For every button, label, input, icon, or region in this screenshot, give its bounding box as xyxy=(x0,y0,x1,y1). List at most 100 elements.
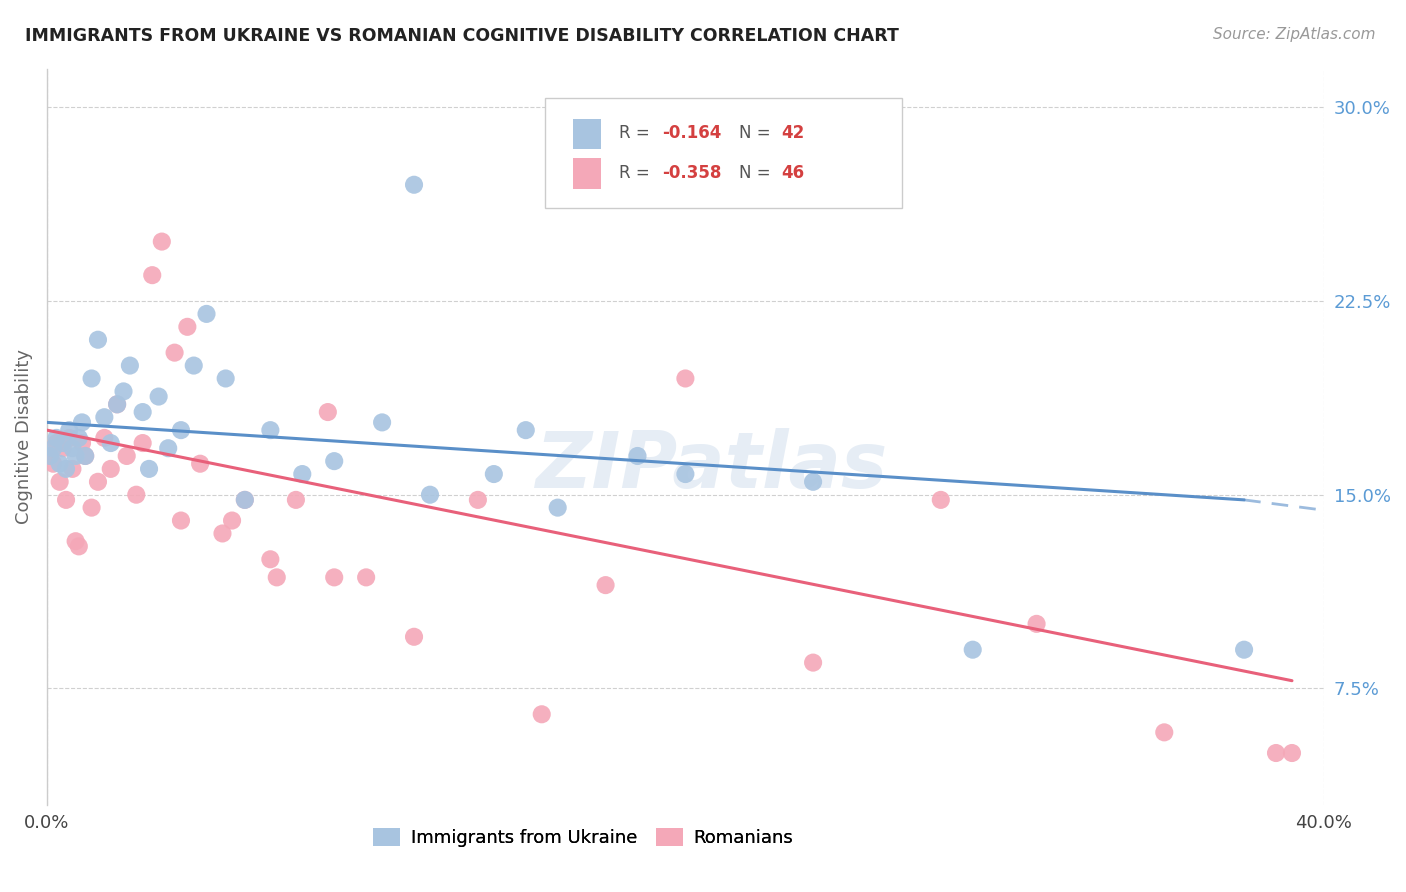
Point xyxy=(45,431,67,445)
Point xyxy=(42,457,65,471)
Point xyxy=(195,307,218,321)
Point xyxy=(673,467,696,481)
Text: 42: 42 xyxy=(782,124,804,143)
Point xyxy=(1233,642,1256,657)
Point xyxy=(515,423,537,437)
Point xyxy=(170,423,193,437)
Point xyxy=(211,526,233,541)
Point xyxy=(55,492,77,507)
Point xyxy=(67,431,90,445)
Point xyxy=(183,359,205,373)
FancyBboxPatch shape xyxy=(574,119,602,150)
Point xyxy=(55,462,77,476)
Point xyxy=(1153,725,1175,739)
Text: R =: R = xyxy=(619,164,655,182)
Point xyxy=(259,552,281,566)
Text: ZIPatlas: ZIPatlas xyxy=(534,428,887,504)
Text: IMMIGRANTS FROM UKRAINE VS ROMANIAN COGNITIVE DISABILITY CORRELATION CHART: IMMIGRANTS FROM UKRAINE VS ROMANIAN COGN… xyxy=(25,27,900,45)
Point xyxy=(87,475,110,489)
Point xyxy=(58,431,80,445)
Point xyxy=(112,384,135,399)
Legend: Immigrants from Ukraine, Romanians: Immigrants from Ukraine, Romanians xyxy=(366,821,800,855)
Point xyxy=(52,441,75,455)
FancyBboxPatch shape xyxy=(574,159,602,189)
Y-axis label: Cognitive Disability: Cognitive Disability xyxy=(15,349,32,524)
Point xyxy=(75,449,97,463)
Point xyxy=(1025,616,1047,631)
Point xyxy=(595,578,617,592)
Text: -0.358: -0.358 xyxy=(662,164,721,182)
Point xyxy=(801,475,824,489)
Point xyxy=(75,449,97,463)
Point xyxy=(626,449,648,463)
Point xyxy=(419,488,441,502)
Text: -0.164: -0.164 xyxy=(662,124,721,143)
Point xyxy=(138,462,160,476)
Point xyxy=(65,534,87,549)
Point xyxy=(58,423,80,437)
Point xyxy=(70,436,93,450)
Point xyxy=(801,656,824,670)
Point xyxy=(141,268,163,282)
Point xyxy=(188,457,211,471)
Point xyxy=(215,371,238,385)
Point xyxy=(176,319,198,334)
Point xyxy=(48,457,70,471)
Point xyxy=(402,630,425,644)
Point xyxy=(100,436,122,450)
Point xyxy=(323,570,346,584)
Point xyxy=(105,397,128,411)
Point xyxy=(150,235,173,249)
Point xyxy=(125,488,148,502)
Point xyxy=(87,333,110,347)
Point xyxy=(80,500,103,515)
Point xyxy=(673,371,696,385)
Point xyxy=(157,441,180,455)
Point xyxy=(105,397,128,411)
Point xyxy=(482,467,505,481)
Point xyxy=(467,492,489,507)
Point xyxy=(1265,746,1288,760)
Text: 46: 46 xyxy=(782,164,804,182)
Point xyxy=(316,405,339,419)
Point xyxy=(354,570,377,584)
Point xyxy=(163,345,186,359)
Point xyxy=(48,475,70,489)
Point xyxy=(93,431,115,445)
Point xyxy=(52,436,75,450)
Point xyxy=(148,390,170,404)
Point xyxy=(62,462,84,476)
Point xyxy=(284,492,307,507)
Point xyxy=(233,492,256,507)
Point xyxy=(131,436,153,450)
Text: R =: R = xyxy=(619,124,655,143)
Point xyxy=(65,449,87,463)
Point xyxy=(371,416,394,430)
Text: Source: ZipAtlas.com: Source: ZipAtlas.com xyxy=(1212,27,1375,42)
Point xyxy=(929,492,952,507)
Point xyxy=(547,500,569,515)
FancyBboxPatch shape xyxy=(546,98,903,209)
Point xyxy=(402,178,425,192)
Point xyxy=(80,371,103,385)
Point xyxy=(42,441,65,455)
Point xyxy=(39,449,62,463)
Point xyxy=(962,642,984,657)
Text: N =: N = xyxy=(740,124,776,143)
Point xyxy=(170,514,193,528)
Point xyxy=(530,707,553,722)
Point xyxy=(70,416,93,430)
Point xyxy=(323,454,346,468)
Point xyxy=(93,410,115,425)
Point xyxy=(1281,746,1303,760)
Point xyxy=(221,514,243,528)
Point xyxy=(45,436,67,450)
Point xyxy=(67,540,90,554)
Point xyxy=(131,405,153,419)
Point xyxy=(233,492,256,507)
Point xyxy=(115,449,138,463)
Point xyxy=(259,423,281,437)
Point xyxy=(100,462,122,476)
Point xyxy=(118,359,141,373)
Point xyxy=(39,449,62,463)
